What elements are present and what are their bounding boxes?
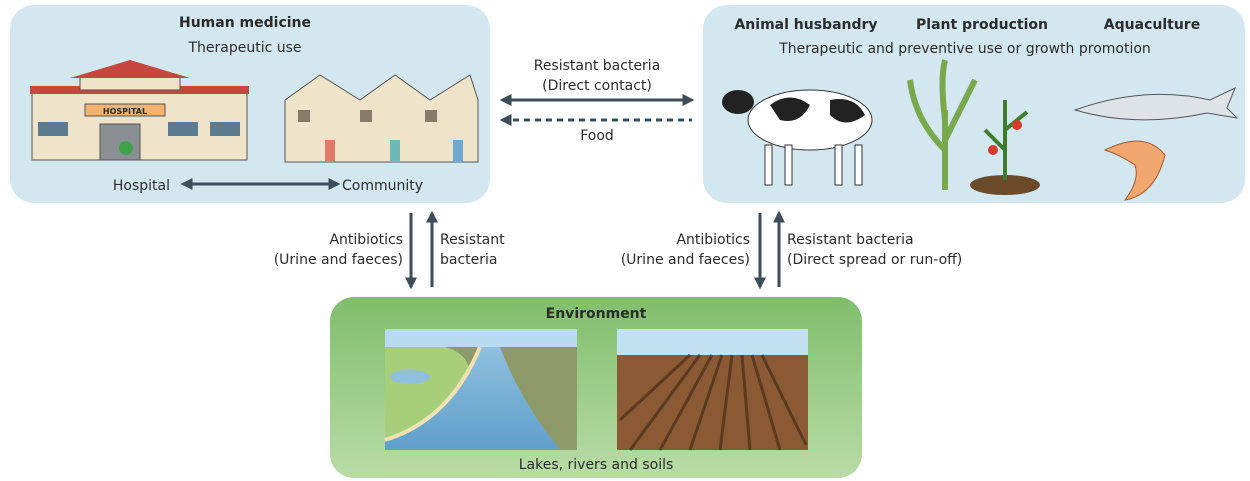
box-title: Human medicine (179, 15, 311, 31)
box-title: Environment (546, 306, 647, 322)
flow-label: Resistant bacteria (787, 232, 914, 248)
heading: Animal husbandry (734, 17, 877, 33)
flow-label: (Direct spread or run-off) (787, 252, 962, 268)
heading: Aquaculture (1104, 17, 1200, 33)
link-label: (Direct contact) (542, 78, 652, 94)
agriculture-box: Animal husbandry Plant production Aquacu… (703, 5, 1245, 203)
box-caption: Lakes, rivers and soils (519, 457, 674, 473)
flow-label: Resistant (440, 232, 505, 248)
community-label: Community (342, 178, 423, 194)
link-label: Food (580, 128, 614, 144)
flow-label: (Urine and faeces) (621, 252, 750, 268)
box-subtitle: Therapeutic use (187, 40, 301, 56)
environment-box: Environment Lakes, rivers and soils (330, 297, 862, 478)
houses-illustration (285, 75, 478, 162)
hospital-label: Hospital (113, 178, 170, 194)
flow-label: bacteria (440, 252, 498, 268)
diagram: Human medicine Therapeutic use HOSPITAL … (0, 0, 1250, 481)
box-subtitle: Therapeutic and preventive use or growth… (778, 41, 1151, 57)
heading: Plant production (916, 17, 1048, 33)
human-medicine-box: Human medicine Therapeutic use HOSPITAL … (10, 5, 490, 203)
flow-label: (Urine and faeces) (274, 252, 403, 268)
flow-label: Antibiotics (676, 232, 750, 248)
hospital-sign: HOSPITAL (103, 107, 147, 116)
river-illustration (385, 329, 577, 450)
field-illustration (617, 329, 808, 450)
flow-label: Antibiotics (329, 232, 403, 248)
link-label: Resistant bacteria (534, 58, 661, 74)
